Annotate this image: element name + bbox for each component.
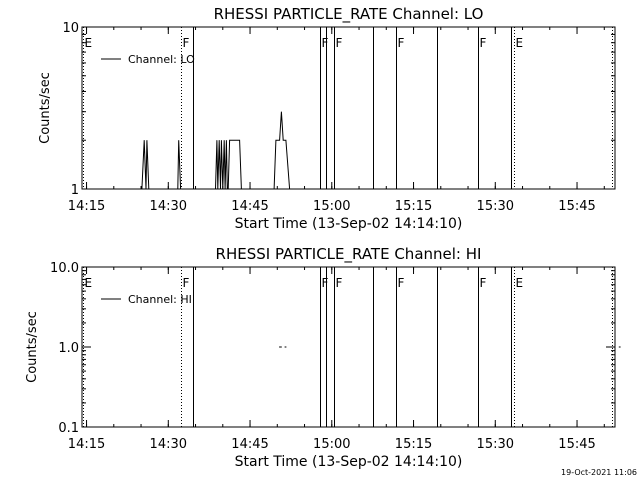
x-tick-label: 14:45 (231, 199, 268, 214)
legend-label: Channel: HI (128, 293, 192, 306)
y-axis-label: Counts/sec (38, 72, 53, 144)
x-tick-label: 14:30 (150, 437, 187, 452)
chart-title: RHESSI PARTICLE_RATE Channel: HI (216, 245, 482, 264)
event-marker-label: E (516, 36, 524, 50)
x-tick-label: 15:45 (558, 437, 595, 452)
legend-label: Channel: LO (128, 53, 195, 66)
axes-frame (81, 266, 616, 428)
event-marker-label: E (85, 36, 93, 50)
y-tick-label: 1.0 (58, 341, 79, 356)
x-tick-label: 15:30 (477, 437, 514, 452)
event-marker-label: F (480, 36, 487, 50)
y-tick-label: 1 (71, 183, 79, 198)
event-marker-label: F (322, 276, 329, 290)
chart-panel-1: RHESSI PARTICLE_RATE Channel: LO Start Ti… (38, 5, 616, 232)
chart-title: RHESSI PARTICLE_RATE Channel: LO (214, 5, 484, 24)
x-tick-label: 15:30 (477, 199, 514, 214)
event-marker-label: F (322, 36, 329, 50)
event-marker-label: F (183, 36, 190, 50)
event-marker-label: F (398, 276, 405, 290)
x-axis-label: Start Time (13-Sep-02 14:14:10) (235, 216, 463, 232)
event-marker-label: E (516, 276, 524, 290)
x-tick-label: 14:30 (150, 199, 187, 214)
x-tick-label: 15:00 (313, 199, 350, 214)
event-marker-label: F (336, 276, 343, 290)
x-tick-label: 15:45 (558, 199, 595, 214)
event-marker-label: F (480, 276, 487, 290)
x-tick-label: 15:15 (395, 199, 432, 214)
event-marker-label: E (85, 276, 93, 290)
y-tick-label: 10.0 (50, 261, 79, 276)
x-tick-label: 15:15 (395, 437, 432, 452)
timestamp-label: 19-Oct-2021 11:06 (561, 468, 637, 477)
series-line (141, 111, 294, 190)
chart-panel-2: RHESSI PARTICLE_RATE Channel: HI Start Ti… (25, 245, 621, 470)
y-axis-label: Counts/sec (25, 311, 40, 383)
x-tick-label: 14:45 (231, 437, 268, 452)
x-tick-label: 14:15 (68, 199, 105, 214)
x-axis-label: Start Time (13-Sep-02 14:14:10) (235, 454, 463, 470)
event-marker-label: F (183, 276, 190, 290)
event-marker-label: F (336, 36, 343, 50)
x-tick-label: 14:15 (68, 437, 105, 452)
y-tick-label: 10 (62, 21, 79, 36)
x-tick-label: 15:00 (313, 437, 350, 452)
event-marker-label: F (398, 36, 405, 50)
y-tick-label: 0.1 (58, 421, 79, 436)
axes-frame (81, 26, 616, 190)
